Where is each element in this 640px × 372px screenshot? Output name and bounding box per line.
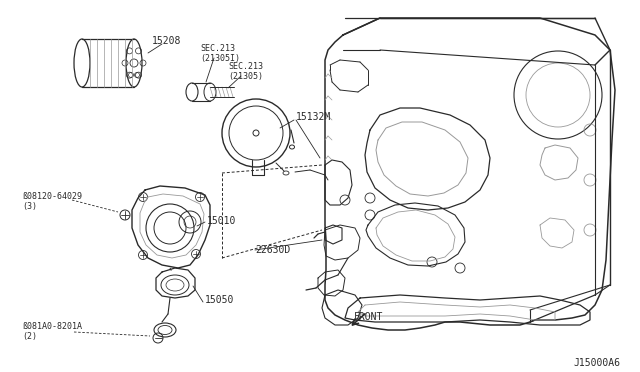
Text: 22630D: 22630D xyxy=(255,245,291,255)
Text: 15050: 15050 xyxy=(205,295,234,305)
Text: ß081A0-8201A
(2): ß081A0-8201A (2) xyxy=(22,322,82,341)
Text: J15000A6: J15000A6 xyxy=(573,358,620,368)
Text: 15132M: 15132M xyxy=(296,112,332,122)
Text: FRONT: FRONT xyxy=(354,312,383,322)
Text: SEC.213
(21305): SEC.213 (21305) xyxy=(228,62,263,81)
Text: ß08120-64029
(3): ß08120-64029 (3) xyxy=(22,192,82,211)
Text: 15010: 15010 xyxy=(207,216,236,226)
Text: 15208: 15208 xyxy=(152,36,181,46)
Text: SEC.213
(21305I): SEC.213 (21305I) xyxy=(200,44,240,63)
